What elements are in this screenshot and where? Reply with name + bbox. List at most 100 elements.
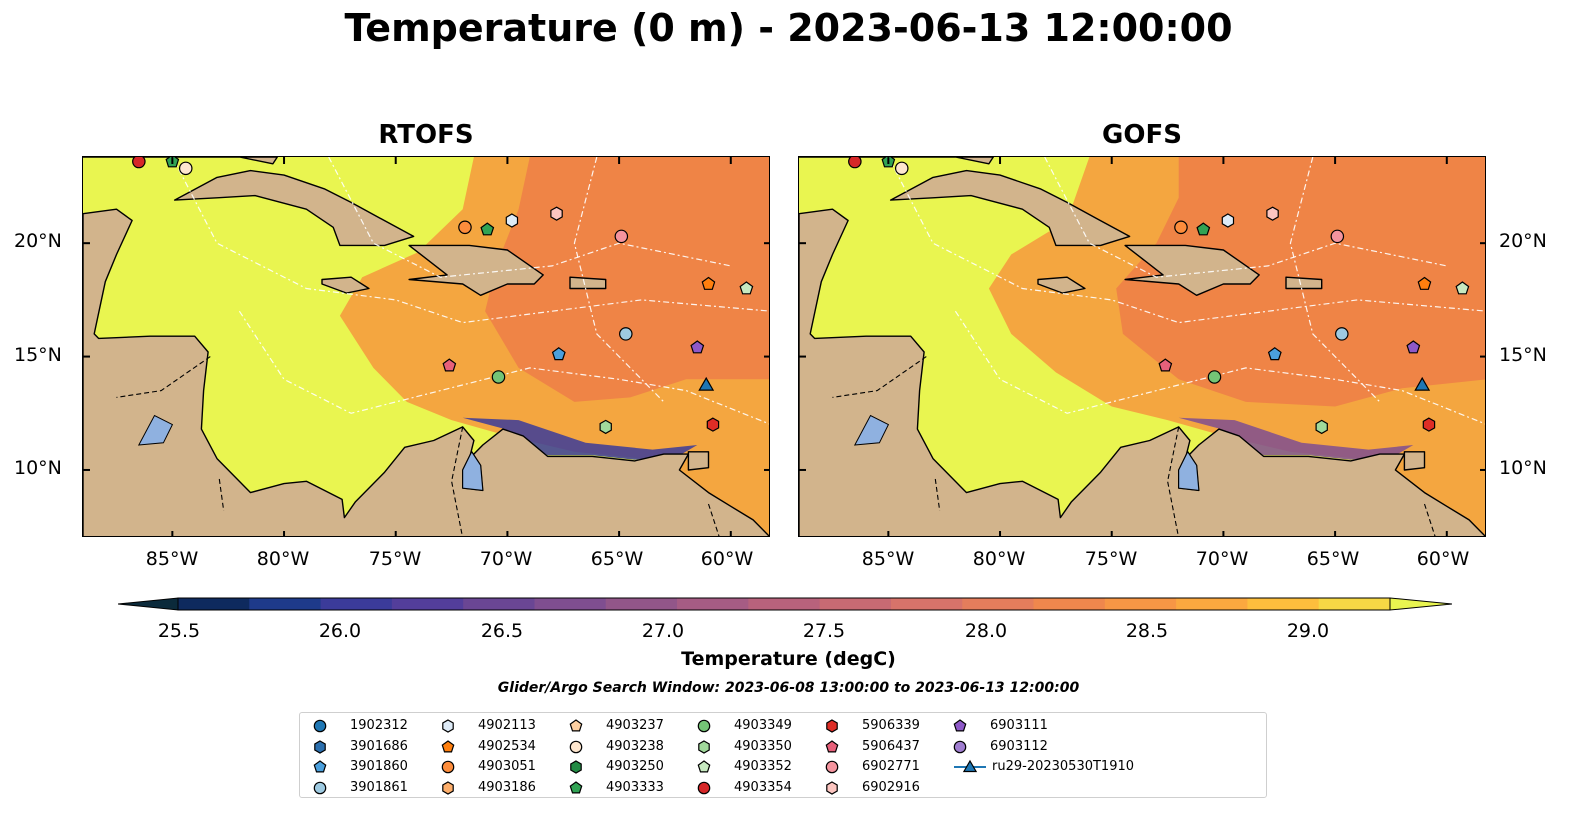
colorbar-segment: [1318, 598, 1391, 610]
land-jamaica: [1037, 276, 1086, 294]
legend-swatch: [697, 719, 711, 733]
float-marker-6903111: [690, 340, 705, 354]
float-marker-4903352: [1455, 281, 1470, 295]
colorbar-segment: [677, 598, 749, 610]
legend-swatch: [825, 739, 839, 752]
lon-tick-75w-rtofs: 75°W: [368, 548, 422, 570]
colorbar-extend-low: [118, 597, 179, 611]
legend-marker: [697, 719, 711, 733]
float-marker-3901860: [1267, 347, 1282, 361]
legend-marker: [826, 780, 838, 795]
colorbar-segment: [748, 598, 821, 610]
eez-boundary: [171, 157, 769, 324]
cbar-tick-27-0: 27.0: [641, 620, 685, 642]
float-marker-6902916: [550, 206, 563, 221]
legend-marker: [569, 780, 583, 793]
eez-boundary: [1289, 157, 1381, 403]
legend-label: 5906437: [862, 738, 920, 754]
legend-swatch: [826, 719, 838, 733]
colorbar-segment: [1247, 598, 1320, 610]
legend-label: 4902113: [478, 718, 536, 733]
float-marker-4903349: [1207, 370, 1222, 384]
legend-marker: [442, 780, 454, 795]
lon-tick-80w-rtofs: 80°W: [256, 548, 310, 570]
land-florida: [799, 157, 995, 165]
figure-title: Temperature (0 m) - 2023-06-13 12:00:00: [344, 6, 1233, 50]
lat-tick-10n-left: 10°N: [14, 457, 62, 479]
country-border: [1423, 503, 1436, 536]
float-marker-4903238: [894, 161, 909, 176]
eez-boundary: [238, 310, 769, 425]
cbar-tick-25-5: 25.5: [157, 620, 201, 642]
float-marker-4903051: [458, 220, 472, 235]
legend-label: 6903112: [990, 738, 1048, 754]
legend-marker: [962, 759, 978, 773]
lon-tick-85w-gofs: 85°W: [861, 548, 915, 570]
colorbar-segment: [534, 598, 607, 610]
legend-marker: [313, 760, 327, 773]
colorbar-frame: [177, 597, 1391, 611]
eez-boundary: [573, 157, 665, 403]
float-marker-5906339: [706, 417, 720, 432]
float-marker-4902113: [1221, 213, 1235, 228]
legend-label: 4903051: [478, 759, 536, 774]
float-marker-4902534: [701, 276, 716, 290]
map-panel-gofs[interactable]: [798, 156, 1486, 537]
land-cuba: [889, 169, 1131, 247]
legend-marker: [441, 760, 455, 774]
float-marker-4903333: [480, 222, 495, 236]
colorbar-segment: [1176, 598, 1248, 610]
map-panel-rtofs[interactable]: [82, 156, 770, 537]
legend-swatch: [313, 781, 327, 794]
colorbar-label: Temperature (degC): [681, 648, 896, 670]
colorbar-segment: [249, 598, 322, 610]
eez-boundary: [887, 157, 1485, 324]
legend-marker: [569, 719, 583, 732]
colorbar-segment: [819, 598, 892, 610]
legend-swatch: [954, 759, 986, 773]
legend-swatch: [569, 780, 583, 793]
lat-tick-15n-left: 15°N: [14, 344, 62, 366]
lon-tick-70w-rtofs: 70°W: [479, 548, 533, 570]
panel-title-rtofs: RTOFS: [378, 120, 474, 150]
legend-label: 3901686: [350, 738, 408, 754]
legend-label: 4903237: [606, 718, 664, 733]
land-central: [83, 208, 769, 536]
legend-marker: [953, 719, 967, 732]
float-marker-5906339: [1422, 417, 1436, 432]
colorbar-segment: [320, 598, 393, 610]
legend-marker: [570, 760, 582, 774]
cbar-tick-26-5: 26.5: [480, 620, 524, 642]
colorbar-segment: [605, 598, 678, 610]
legend-label: ru29-20230530T1910: [992, 759, 1135, 774]
cbar-tick-28-0: 28.0: [964, 620, 1008, 642]
legend-label: 4903349: [734, 718, 792, 733]
panel-title-gofs: GOFS: [1102, 120, 1182, 150]
lon-tick-85w-rtofs: 85°W: [145, 548, 199, 570]
map-canvas: [83, 157, 769, 536]
legend-marker: [314, 739, 326, 754]
colorbar-segment: [463, 598, 535, 610]
float-marker-4903349: [491, 370, 506, 384]
legend-swatch: [313, 719, 327, 733]
legend-swatch: [442, 780, 454, 795]
lon-tick-80w-gofs: 80°W: [972, 548, 1026, 570]
float-marker-4903352: [739, 281, 754, 295]
colorbar-segment: [1104, 598, 1177, 610]
legend-label: 4903333: [606, 779, 664, 795]
float-marker-6902916: [1266, 206, 1279, 221]
float-marker-5906437: [1158, 358, 1173, 372]
legend-label: 5906339: [862, 718, 920, 733]
legend-swatch: [698, 739, 710, 754]
legend-swatch: [953, 719, 967, 732]
legend-label: 6903111: [990, 718, 1048, 733]
float-marker-5906437: [442, 358, 457, 372]
legend-label: 4902534: [478, 738, 536, 754]
legend-label: 3901860: [350, 759, 408, 774]
legend-marker: [313, 781, 327, 794]
sst-upwelling: [1178, 417, 1414, 460]
legend-label: 4903186: [478, 779, 536, 795]
legend-label: 1902312: [350, 718, 408, 733]
eez-boundary: [328, 157, 731, 278]
float-marker-6902771: [614, 229, 629, 244]
